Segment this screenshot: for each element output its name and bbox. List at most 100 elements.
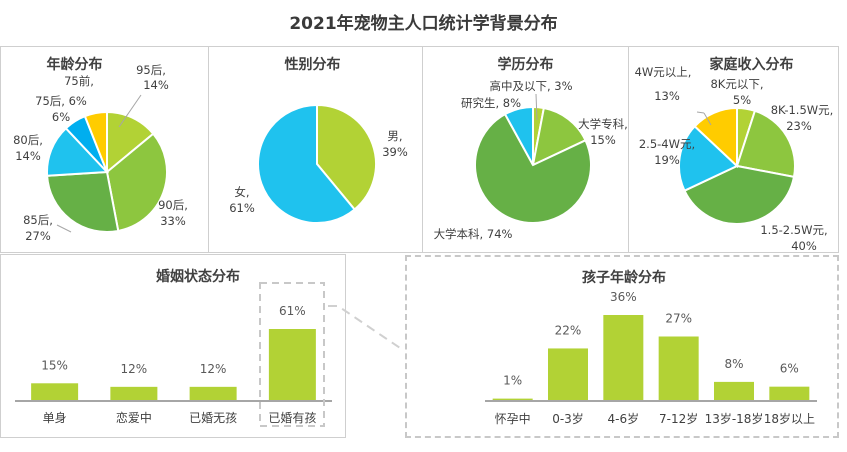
income-distribution-panel: 家庭收入分布 8K元以下, 5% 8K-1.5W元, 23% 1.5-2.5W元, 40%…: [628, 46, 839, 253]
education-distribution-panel: 学历分布 高中及以下, 3% 大学专科, 15% 大学本科, 74% 研究生, 8%: [422, 46, 629, 253]
category-label: 怀孕中: [495, 411, 531, 426]
slice-percent: 13%: [654, 89, 680, 103]
connector-line: [328, 305, 404, 351]
pie-slice-女: [257, 103, 357, 224]
slice-percent: 15%: [590, 133, 616, 147]
pie-slice-1.5-2.5W元: [683, 164, 796, 225]
bar-已婚有孩: [268, 329, 316, 401]
education-chart-title: 学历分布: [497, 57, 554, 73]
slice-label: 80后,: [13, 133, 43, 147]
age-chart-title: 年龄分布: [46, 57, 103, 73]
pie-slice-4W元以上: [693, 106, 738, 169]
child-age-bar-chart: 1% 怀孕中 22% 0-3岁 36% 4-6岁 27% 7-12岁 8% 13岁-18岁 6% 18…: [485, 290, 817, 426]
slice-percent: 40%: [791, 239, 817, 253]
child-age-panel: 孩子年龄分布 1% 怀孕中 22% 0-3岁 36% 4-6岁 27% 7-12岁 8% 13岁-…: [405, 255, 839, 438]
pie-slice-大学专科: [531, 106, 587, 167]
bar-value-label: 6%: [780, 362, 799, 376]
category-label: 13岁-18岁: [705, 411, 764, 426]
bar-value-label: 61%: [279, 304, 306, 318]
leader-line: [696, 111, 705, 114]
slice-label: 8K元以下,: [710, 77, 763, 91]
pie-slice-2.5-4W元: [678, 124, 739, 193]
category-label: 单身: [43, 410, 67, 425]
pie-slice-80后: [46, 126, 110, 177]
bar-value-label: 36%: [610, 290, 637, 304]
leader-line: [535, 93, 538, 121]
marital-status-panel: 婚姻状态分布 15% 单身 12% 恋爱中 12% 已婚无孩 61% 已婚有孩: [0, 254, 346, 438]
slice-percent: 5%: [733, 93, 751, 107]
slice-label: 1.5-2.5W元,: [760, 223, 827, 237]
bar-value-label: 1%: [503, 374, 522, 388]
slice-label: 研究生, 8%: [461, 96, 521, 110]
income-pie-chart: 8K元以下, 5% 8K-1.5W元, 23% 1.5-2.5W元, 40% 2.5-4W元…: [635, 65, 834, 253]
bar-value-label: 22%: [555, 323, 582, 337]
category-label: 7-12岁: [659, 411, 698, 426]
slice-label: 90后,: [158, 198, 188, 212]
slice-label: 大学专科,: [578, 117, 628, 131]
bar-单身: [31, 383, 79, 401]
slice-percent: 23%: [786, 119, 812, 133]
income-chart-title: 家庭收入分布: [709, 57, 794, 73]
slice-label: 4W元以上,: [635, 65, 692, 79]
bar-18岁以上: [769, 386, 810, 401]
slice-label: 85后,: [23, 213, 53, 227]
slice-label: 高中及以下, 3%: [489, 79, 572, 93]
slice-percent: 39%: [382, 145, 408, 159]
slice-label: 2.5-4W元,: [639, 137, 695, 151]
pie-slice-85后: [46, 170, 120, 233]
category-label: 4-6岁: [608, 411, 640, 426]
slice-label: 男,: [387, 129, 402, 143]
marital-bar-chart: 15% 单身 12% 恋爱中 12% 已婚无孩 61% 已婚有孩: [15, 304, 332, 425]
gender-pie-chart: 男, 39% 女, 61%: [229, 103, 408, 224]
gender-distribution-panel: 性别分布 男, 39% 女, 61%: [208, 46, 423, 253]
bar-value-label: 12%: [200, 362, 227, 376]
bar-恋爱中: [110, 386, 158, 401]
child-age-chart-title: 孩子年龄分布: [582, 270, 666, 286]
bar-value-label: 15%: [41, 358, 68, 372]
highlight-box: [259, 282, 325, 427]
slice-percent: 61%: [229, 201, 255, 215]
pie-slice-90后: [105, 132, 168, 233]
slice-percent: 6%: [52, 110, 70, 124]
slice-label: 8K-1.5W元,: [771, 103, 834, 117]
slice-percent: 27%: [25, 229, 51, 243]
bar-value-label: 8%: [724, 357, 743, 371]
slice-percent: 14%: [15, 149, 41, 163]
marital-chart-title: 婚姻状态分布: [156, 269, 240, 285]
bar-7-12岁: [658, 336, 699, 401]
category-label: 恋爱中: [116, 410, 152, 425]
bar-4-6岁: [603, 315, 644, 401]
slice-label: 75后, 6%: [35, 94, 87, 108]
slice-label: 女,: [234, 185, 249, 199]
bar-已婚无孩: [189, 386, 237, 401]
bar-0-3岁: [548, 348, 588, 401]
slice-label: 75前,: [64, 74, 94, 88]
pie-slice-95后: [106, 110, 155, 175]
education-pie-chart: 高中及以下, 3% 大学专科, 15% 大学本科, 74% 研究生, 8%: [434, 79, 628, 241]
pie-slice-8K-1.5W元: [735, 109, 796, 179]
gender-chart-title: 性别分布: [284, 57, 341, 73]
pie-slice-男: [316, 103, 377, 211]
slice-label: 95后,: [136, 63, 166, 77]
age-pie-chart: 95后,14%90后,33%85后,27%80后,14%75后, 6%75前,6…: [13, 63, 188, 243]
leader-line: [56, 224, 72, 233]
slice-percent: 19%: [654, 153, 680, 167]
bar-value-label: 27%: [665, 312, 692, 326]
bar-value-label: 12%: [121, 362, 148, 376]
slice-percent: 33%: [160, 214, 186, 228]
main-title: 2021年宠物主人口统计学背景分布: [289, 14, 558, 34]
slice-percent: 14%: [143, 78, 169, 92]
bar-13岁-18岁: [714, 381, 754, 401]
leader-line: [118, 94, 142, 128]
bar-怀孕中: [492, 398, 533, 401]
category-label: 已婚无孩: [189, 411, 237, 425]
category-label: 已婚有孩: [268, 411, 316, 425]
slice-label: 大学本科, 74%: [434, 227, 513, 241]
pie-slice-大学本科: [474, 112, 592, 224]
leader-line: [703, 112, 712, 126]
category-label: 0-3岁: [552, 411, 584, 426]
pie-slice-75前: [83, 110, 108, 173]
pie-slice-研究生: [503, 105, 534, 166]
category-label: 18岁以上: [764, 411, 815, 426]
